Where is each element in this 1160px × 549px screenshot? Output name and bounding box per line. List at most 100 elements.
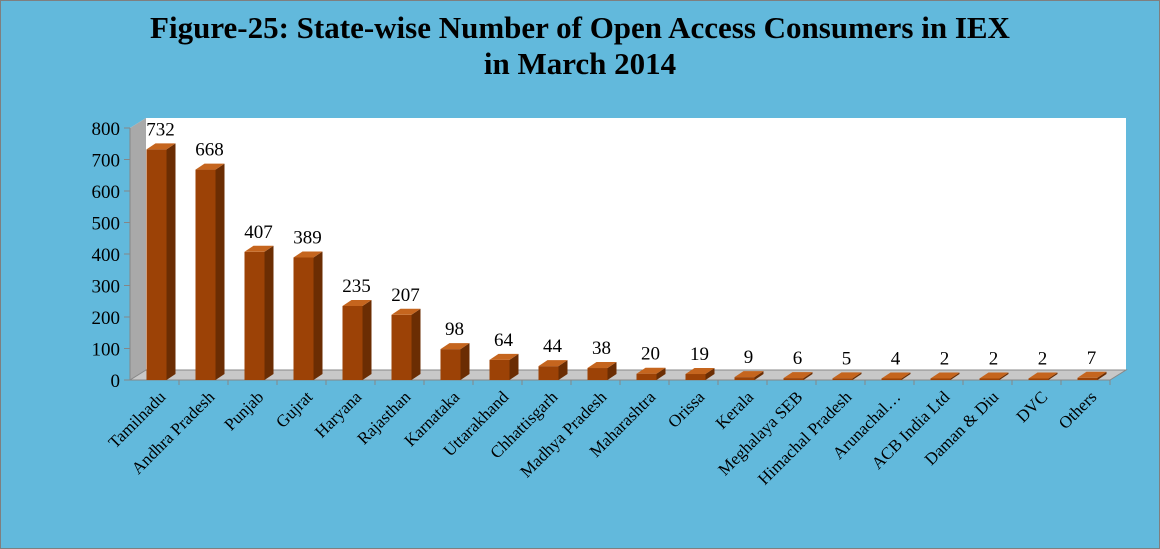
bar-top	[1077, 371, 1107, 378]
bar	[195, 169, 216, 380]
y-tick-label: 700	[92, 151, 121, 172]
x-tick-label: Others	[1055, 387, 1100, 432]
bar-side	[999, 372, 1009, 380]
data-label: 389	[293, 227, 322, 248]
data-label: 5	[842, 348, 852, 369]
bar-side	[705, 368, 715, 380]
bar-top	[342, 299, 372, 306]
y-tick-label: 500	[92, 214, 121, 235]
bar	[636, 373, 657, 380]
x-tick-label: Meghalaya SEB	[714, 387, 806, 479]
bar	[587, 368, 608, 380]
bar-side	[1097, 371, 1107, 380]
bar-top	[244, 245, 274, 252]
bar-side	[607, 362, 617, 380]
bar-top	[979, 372, 1009, 379]
data-label: 4	[891, 349, 901, 370]
chart-title-line-2: in March 2014	[483, 46, 677, 81]
bar	[832, 378, 853, 380]
data-label: 44	[543, 336, 563, 357]
data-label: 20	[641, 344, 660, 365]
bar-top	[146, 143, 176, 150]
bar-side	[901, 372, 911, 380]
data-label: 98	[445, 319, 464, 340]
bar-side	[558, 360, 568, 380]
bar-top	[685, 368, 715, 375]
y-tick-label: 800	[92, 119, 121, 140]
plot-floor	[128, 369, 1128, 381]
data-label: 668	[195, 140, 224, 161]
plot-side-wall	[130, 118, 146, 380]
bar	[685, 374, 706, 380]
bar-side	[1048, 372, 1058, 380]
y-tick-label: 600	[92, 182, 121, 203]
plot-back-wall	[130, 118, 1126, 380]
x-tick-label: Kerala	[712, 387, 758, 433]
bar-top	[783, 372, 813, 379]
data-label: 732	[146, 119, 175, 140]
bar-top	[930, 372, 960, 379]
bar	[538, 366, 559, 380]
data-label: 407	[244, 222, 273, 243]
data-label: 2	[989, 349, 999, 370]
data-label: 7	[1087, 348, 1097, 369]
data-label: 9	[744, 347, 754, 368]
bar-side	[509, 353, 519, 380]
data-label: 64	[494, 330, 514, 351]
bar	[244, 251, 265, 380]
chart-title-line-1: Figure-25: State-wise Number of Open Acc…	[150, 10, 1010, 45]
bar-top	[440, 343, 470, 350]
x-tick-label: Madhya Pradesh	[516, 387, 610, 481]
x-tick-label: Orissa	[664, 387, 708, 431]
y-tick-label: 0	[111, 371, 121, 392]
data-label: 19	[690, 344, 709, 365]
bar-top	[636, 367, 666, 374]
x-tick-label: Punjab	[220, 387, 267, 434]
bar	[342, 305, 363, 380]
bar-top	[587, 362, 617, 369]
bar-top	[489, 353, 519, 360]
data-label: 6	[793, 348, 803, 369]
bar	[930, 378, 951, 380]
data-label: 2	[1038, 349, 1048, 370]
bar-side	[754, 371, 764, 380]
bar-top	[538, 360, 568, 367]
bar-top	[734, 371, 764, 378]
bar	[293, 257, 314, 380]
bar-top	[293, 251, 323, 258]
bar-side	[460, 343, 470, 380]
bar-side	[411, 308, 421, 380]
x-tick-label: Gujrat	[272, 387, 316, 431]
bar	[1077, 377, 1098, 380]
data-label: 38	[592, 338, 611, 359]
bar	[881, 378, 902, 380]
bar-side	[264, 245, 274, 380]
bar-side	[950, 372, 960, 380]
bar	[391, 314, 412, 380]
bar-top	[391, 308, 421, 315]
y-tick-label: 100	[92, 340, 121, 361]
chart-title: Figure-25: State-wise Number of Open Acc…	[0, 10, 1160, 82]
data-label: 235	[342, 276, 371, 297]
y-tick-label: 200	[92, 308, 121, 329]
bar-side	[215, 163, 225, 380]
y-tick-label: 400	[92, 245, 121, 266]
bar	[489, 359, 510, 380]
bar	[979, 378, 1000, 380]
bar	[783, 378, 804, 380]
bar-side	[852, 372, 862, 380]
bar-top	[832, 372, 862, 379]
data-label: 207	[391, 285, 420, 306]
data-label: 2	[940, 349, 950, 370]
bar-side	[362, 299, 372, 380]
y-tick-label: 300	[92, 277, 121, 298]
bar-side	[803, 372, 813, 380]
bar	[146, 149, 167, 380]
bar-top	[881, 372, 911, 379]
bar-top	[1028, 372, 1058, 379]
bar-top	[195, 163, 225, 170]
bar-side	[166, 143, 176, 380]
bar	[1028, 378, 1049, 380]
bar	[734, 377, 755, 380]
